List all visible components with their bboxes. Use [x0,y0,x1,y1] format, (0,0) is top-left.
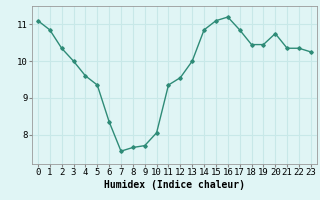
X-axis label: Humidex (Indice chaleur): Humidex (Indice chaleur) [104,180,245,190]
